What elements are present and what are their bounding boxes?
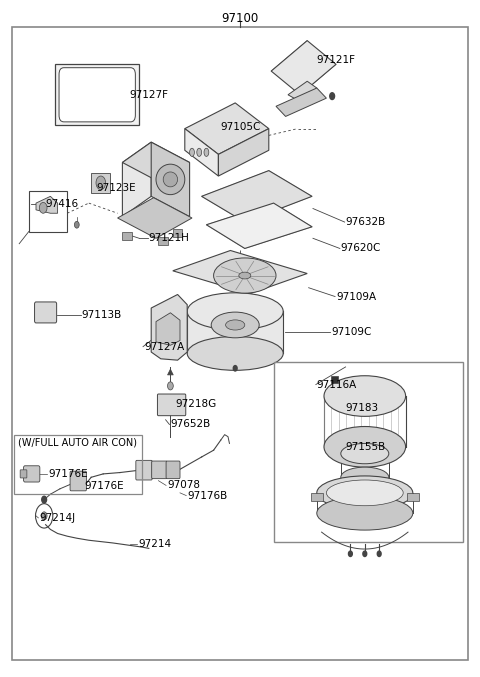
Polygon shape [156, 313, 180, 345]
Bar [158, 237, 168, 245]
Bar [187, 311, 283, 353]
Text: 97121F: 97121F [317, 55, 356, 64]
Ellipse shape [214, 258, 276, 293]
Text: 97105C: 97105C [221, 123, 261, 132]
Text: 97113B: 97113B [82, 310, 122, 320]
Ellipse shape [204, 148, 209, 156]
Text: 97176B: 97176B [187, 491, 228, 500]
Polygon shape [122, 142, 190, 183]
Circle shape [348, 551, 352, 556]
FancyBboxPatch shape [166, 461, 180, 479]
Text: 97116A: 97116A [317, 380, 357, 389]
FancyBboxPatch shape [35, 302, 57, 323]
FancyBboxPatch shape [136, 460, 152, 480]
Polygon shape [185, 103, 269, 154]
Bar [331, 376, 338, 383]
Text: 97100: 97100 [221, 12, 259, 26]
Ellipse shape [239, 272, 251, 279]
Ellipse shape [187, 292, 283, 330]
Ellipse shape [187, 336, 283, 370]
Circle shape [96, 176, 106, 190]
Polygon shape [288, 81, 317, 102]
Bar [91, 173, 110, 193]
Text: 97123E: 97123E [96, 183, 136, 193]
Text: (W/FULL AUTO AIR CON): (W/FULL AUTO AIR CON) [18, 438, 137, 447]
Bar [407, 493, 419, 501]
Bar [274, 362, 463, 542]
Text: 97620C: 97620C [341, 244, 381, 253]
Polygon shape [151, 142, 190, 217]
FancyBboxPatch shape [70, 471, 86, 491]
Ellipse shape [341, 467, 389, 487]
Ellipse shape [226, 320, 245, 330]
Ellipse shape [324, 376, 406, 416]
Text: 97127A: 97127A [144, 342, 184, 351]
Polygon shape [276, 88, 326, 116]
Text: 97183: 97183 [346, 403, 379, 412]
Bar [122, 232, 132, 240]
Ellipse shape [324, 427, 406, 467]
Circle shape [42, 496, 47, 503]
Ellipse shape [190, 148, 194, 156]
Text: 97214: 97214 [138, 540, 171, 549]
Text: 97652B: 97652B [170, 420, 211, 429]
Ellipse shape [156, 164, 185, 195]
Ellipse shape [341, 443, 389, 464]
Text: 97214J: 97214J [39, 513, 75, 523]
Ellipse shape [326, 480, 403, 506]
Text: 97127F: 97127F [130, 90, 168, 100]
Polygon shape [185, 129, 218, 176]
Circle shape [168, 382, 173, 390]
Polygon shape [36, 196, 58, 213]
Polygon shape [206, 203, 312, 248]
Polygon shape [271, 41, 336, 95]
Ellipse shape [317, 496, 413, 530]
Ellipse shape [163, 172, 178, 187]
Text: 97109C: 97109C [331, 327, 372, 336]
Polygon shape [202, 171, 312, 222]
Text: 97632B: 97632B [346, 217, 386, 227]
Text: 97416: 97416 [46, 200, 79, 209]
Circle shape [41, 512, 47, 520]
Polygon shape [173, 250, 307, 294]
Text: 97078: 97078 [167, 481, 200, 490]
Polygon shape [118, 198, 192, 238]
FancyBboxPatch shape [20, 470, 27, 478]
Circle shape [74, 221, 79, 228]
Ellipse shape [317, 476, 413, 510]
Circle shape [363, 551, 367, 556]
Text: 97176E: 97176E [84, 481, 124, 491]
Text: 97218G: 97218G [175, 399, 216, 409]
FancyBboxPatch shape [24, 466, 40, 482]
Circle shape [330, 93, 335, 100]
FancyBboxPatch shape [152, 461, 167, 479]
Circle shape [377, 551, 381, 556]
Text: 97109A: 97109A [336, 292, 376, 301]
Polygon shape [151, 294, 187, 360]
Bar [55, 64, 139, 125]
Text: 97176E: 97176E [48, 469, 88, 479]
Bar [29, 191, 67, 232]
Bar [173, 229, 182, 237]
Circle shape [39, 202, 47, 213]
Text: 97121H: 97121H [149, 234, 190, 243]
Bar [14, 435, 142, 494]
Text: 97155B: 97155B [346, 442, 386, 452]
FancyBboxPatch shape [157, 394, 186, 416]
Ellipse shape [197, 148, 202, 156]
Polygon shape [122, 142, 151, 217]
Ellipse shape [211, 312, 259, 338]
Circle shape [233, 366, 237, 371]
Polygon shape [218, 129, 269, 176]
Bar [311, 493, 323, 501]
FancyBboxPatch shape [59, 68, 135, 122]
